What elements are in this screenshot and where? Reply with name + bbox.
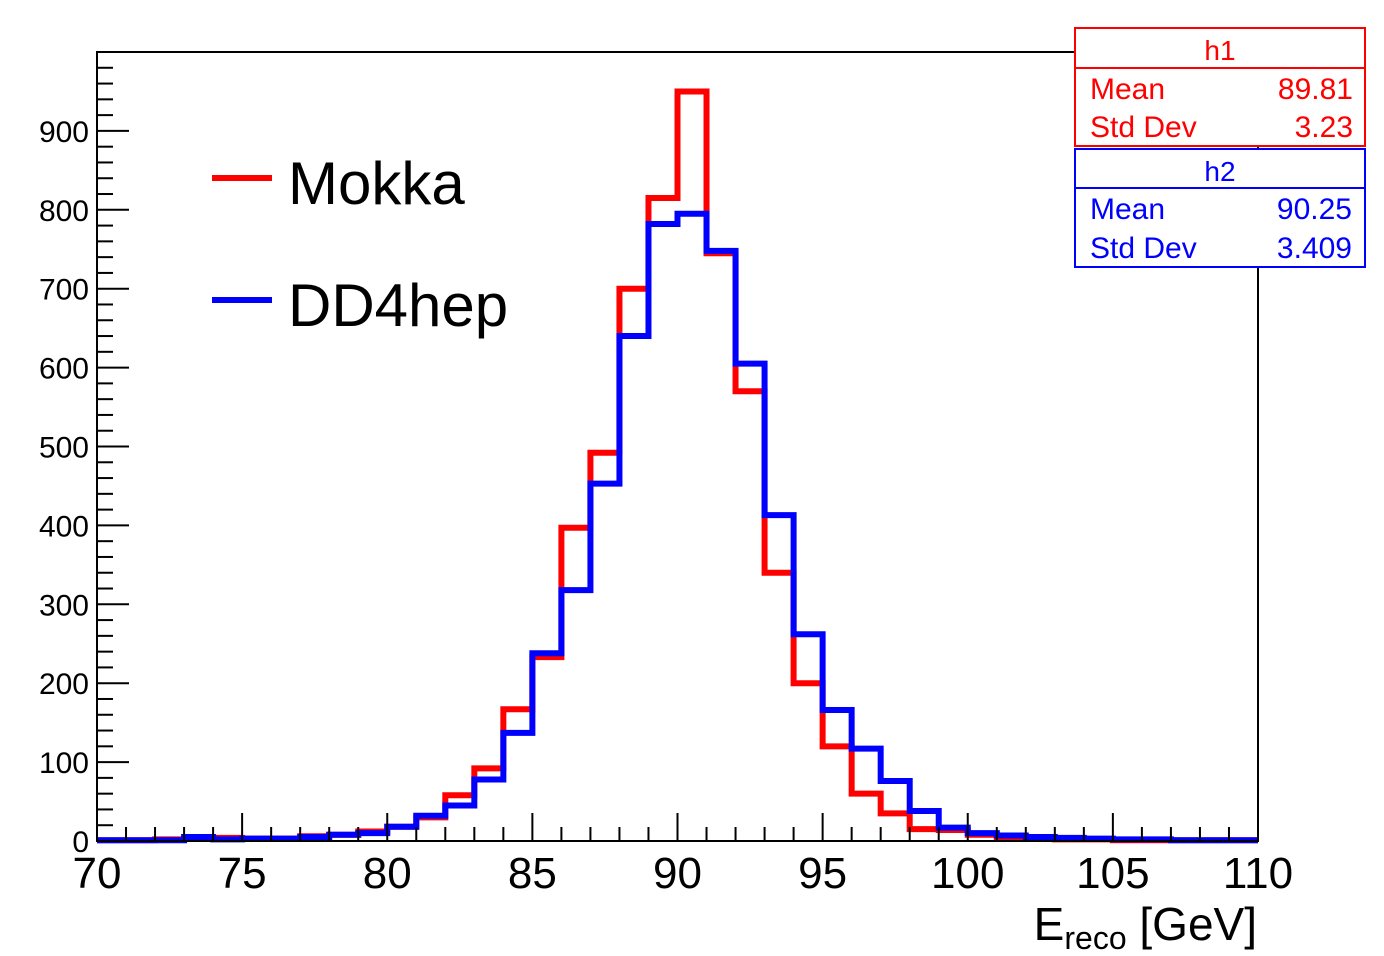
bin-mokka-16 <box>561 528 590 841</box>
bin-dd4hep-25 <box>823 710 852 841</box>
bin-mokka-24 <box>794 683 823 841</box>
bin-dd4hep-28 <box>910 811 939 841</box>
stats-h2-mean-label: Mean <box>1090 193 1165 226</box>
stats-h2-mean-value: 90.25 <box>1277 193 1352 226</box>
stats-box-h1-frame <box>1074 27 1366 147</box>
stats-h1-std-value: 3.23 <box>1295 111 1353 144</box>
x-tick-label: 105 <box>1076 849 1149 898</box>
series-line-dd4hep <box>97 210 1258 844</box>
y-tick-label: 900 <box>39 116 89 149</box>
bin-mokka-27 <box>881 813 910 841</box>
bin-mokka-21 <box>707 253 736 841</box>
bin-dd4hep-22 <box>736 364 765 841</box>
bin-dd4hep-17 <box>590 484 619 841</box>
legend-label-mokka: Mokka <box>288 150 465 217</box>
bin-dd4hep-20 <box>678 214 707 841</box>
y-tick-label: 0 <box>72 826 89 859</box>
y-tick-label: 800 <box>39 195 89 228</box>
y-tick-label: 400 <box>39 510 89 543</box>
bin-dd4hep-13 <box>474 779 503 841</box>
y-tick-label: 600 <box>39 353 89 386</box>
legend-label-dd4hep: DD4hep <box>288 272 508 339</box>
series-dd4hep <box>97 210 1258 844</box>
bin-dd4hep-12 <box>445 805 474 841</box>
y-tick-label: 300 <box>39 589 89 622</box>
stats-h1-mean-value: 89.81 <box>1278 73 1353 106</box>
bin-mokka-19 <box>648 198 677 841</box>
y-tick-label: 700 <box>39 274 89 307</box>
bin-dd4hep-18 <box>619 336 648 841</box>
stats-h1-mean-label: Mean <box>1090 73 1165 106</box>
x-tick-label: 75 <box>218 849 267 898</box>
legend: Mokka DD4hep <box>212 150 508 339</box>
stats-box-h2-frame <box>1074 148 1366 268</box>
bin-dd4hep-21 <box>707 251 736 841</box>
bin-mokka-20 <box>678 91 707 841</box>
bin-mokka-17 <box>590 453 619 841</box>
x-axis-title-main: E <box>1034 898 1065 950</box>
bin-mokka-23 <box>765 573 794 841</box>
stats-h1-std-label: Std Dev <box>1090 111 1197 144</box>
bin-mokka-12 <box>445 795 474 841</box>
x-tick-label: 85 <box>508 849 557 898</box>
bin-mokka-15 <box>532 657 561 841</box>
x-tick-label: 110 <box>1223 849 1293 898</box>
x-tick-label: 90 <box>653 849 702 898</box>
x-axis-title: Ereco [GeV] <box>1034 898 1257 956</box>
bin-mokka-22 <box>736 391 765 841</box>
y-tick-label: 100 <box>39 747 89 780</box>
x-axis-title-subscript: reco <box>1064 920 1126 956</box>
bin-mokka-26 <box>852 794 881 841</box>
stats-h2-std-label: Std Dev <box>1090 232 1197 265</box>
bin-dd4hep-23 <box>765 515 794 841</box>
stats-h2-title: h2 <box>1204 156 1235 187</box>
y-tick-label: 500 <box>39 432 89 465</box>
bin-dd4hep-14 <box>503 733 532 841</box>
bin-dd4hep-24 <box>794 634 823 841</box>
stats-box-h1: h1 Mean 89.81 Std Dev 3.23 <box>1074 27 1366 147</box>
bin-dd4hep-15 <box>532 653 561 841</box>
bin-mokka-11 <box>416 817 445 841</box>
stats-h2-std-value: 3.409 <box>1277 232 1352 265</box>
bin-mokka-18 <box>619 289 648 841</box>
x-tick-label: 95 <box>798 849 847 898</box>
x-tick-label: 100 <box>931 849 1004 898</box>
x-tick-label: 70 <box>73 849 122 898</box>
stats-box-h2: h2 Mean 90.25 Std Dev 3.409 <box>1074 148 1366 268</box>
y-tick-label: 200 <box>39 668 89 701</box>
bin-dd4hep-16 <box>561 590 590 841</box>
x-tick-label: 80 <box>363 849 412 898</box>
bin-mokka-25 <box>823 746 852 841</box>
x-axis-title-unit: [GeV] <box>1127 898 1257 950</box>
bin-mokka-14 <box>503 709 532 841</box>
stats-h1-title: h1 <box>1204 35 1235 66</box>
bin-dd4hep-19 <box>648 224 677 841</box>
